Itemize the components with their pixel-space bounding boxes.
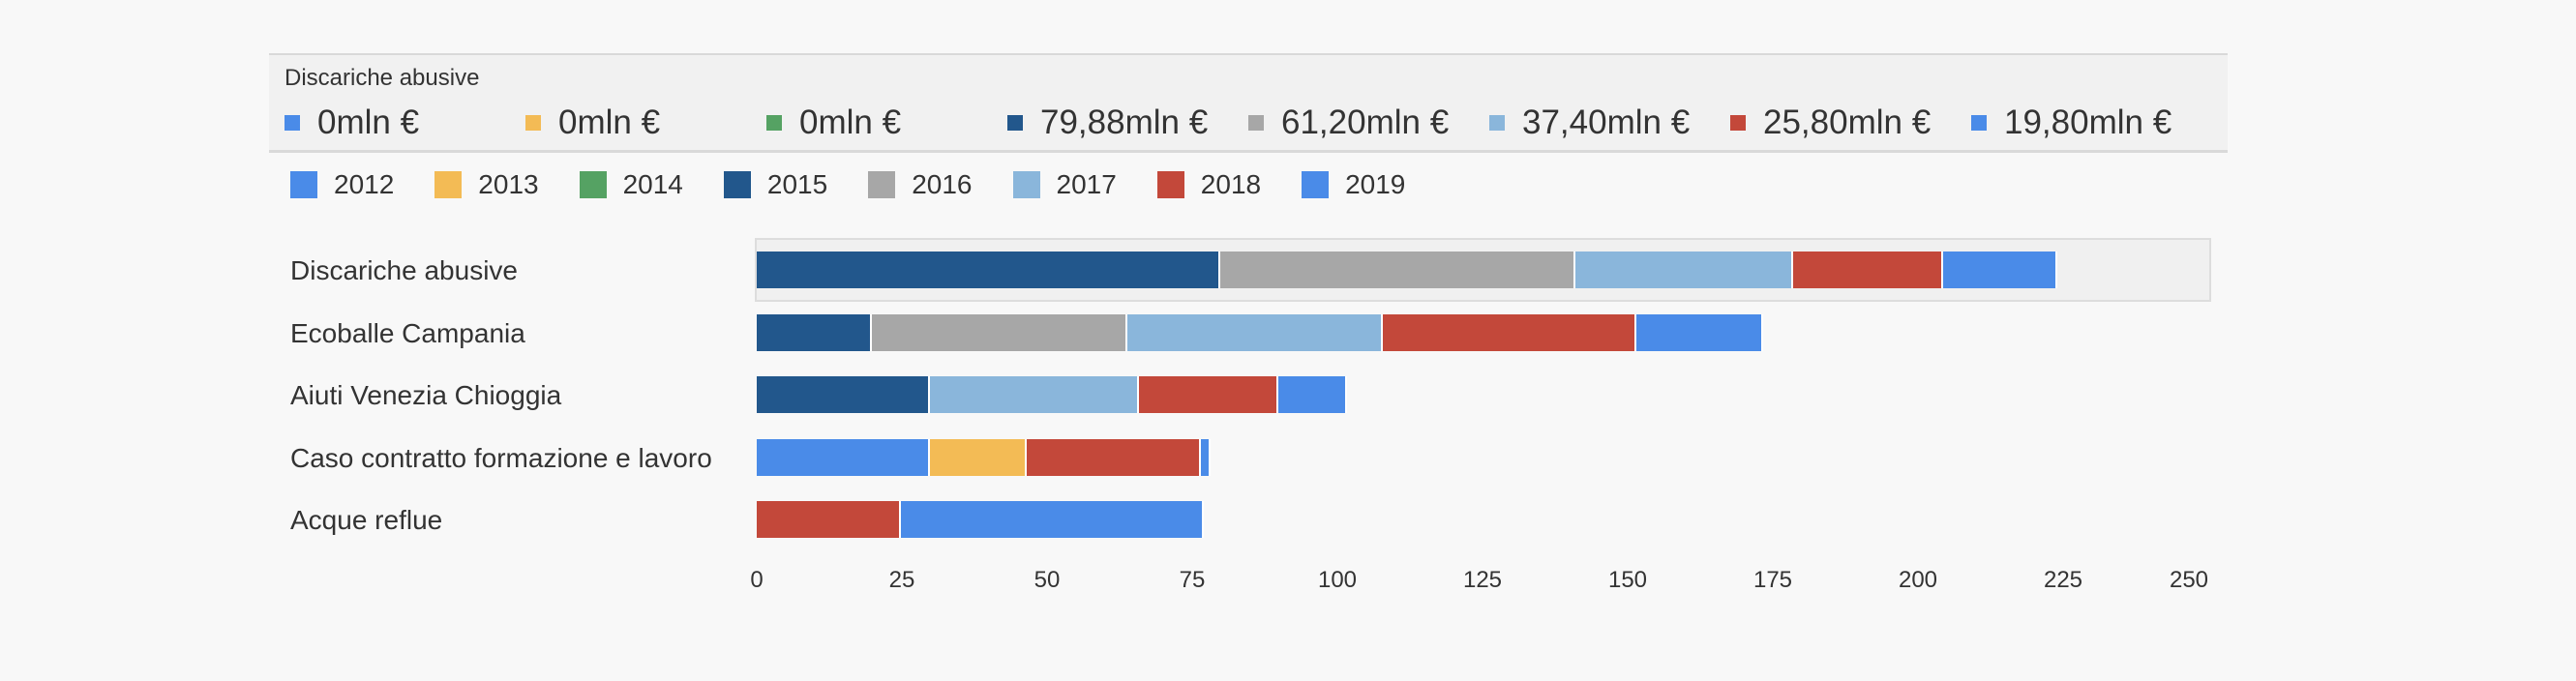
legend-swatch [723,171,751,198]
legend-swatch [434,171,463,198]
tooltip-value-text: 37,40mln € [1522,104,1691,141]
x-tick-label: 225 [2043,567,2083,593]
legend-label: 2012 [334,169,395,199]
bar-segment-2017[interactable] [1126,313,1383,351]
tooltip-value-text: 25,80mln € [1763,104,1932,141]
bar-segment-2019[interactable] [900,501,1204,538]
bar-segment-2012[interactable] [757,438,930,476]
tooltip-value-text: 79,88mln € [1040,104,1209,141]
legend-label: 2015 [766,169,828,199]
x-tick-label: 125 [1462,567,1503,593]
x-tick-label: 175 [1752,567,1793,593]
legend-swatch [1156,171,1184,198]
legend-item-2015[interactable]: 2015 [723,169,828,199]
bar-segment-2019[interactable] [1201,438,1211,476]
tooltip-swatch [285,115,300,131]
tooltip-value-2013: 0mln € [525,102,660,144]
bar-segment-2018[interactable] [1138,376,1278,413]
bar-segment-2013[interactable] [929,438,1027,476]
bar-segment-2018[interactable] [1027,438,1201,476]
x-tick-label: 150 [1607,567,1648,593]
tooltip-value-2016: 61,20mln € [1248,102,1449,144]
legend-swatch [868,171,896,198]
bar-segment-2019[interactable] [1942,252,2058,288]
tooltip-value-2014: 0mln € [766,102,901,144]
chart-legend: 2012 2013 2014 2015 2016 2017 2018 2019 [290,169,1645,199]
bar-segment-2015[interactable] [757,376,930,413]
tooltip-value-2012: 0mln € [285,102,419,144]
tooltip-value-text: 19,80mln € [2004,104,2172,141]
legend-item-2013[interactable]: 2013 [434,169,539,199]
legend-label: 2016 [912,169,973,199]
legend-item-2016[interactable]: 2016 [868,169,973,199]
legend-label: 2013 [478,169,539,199]
tooltip-panel: Discariche abusive 0mln € 0mln € 0mln € 79,… [269,53,2228,153]
tooltip-value-2018: 25,80mln € [1730,102,1931,144]
legend-label: 2014 [622,169,683,199]
category-label: Ecoballe Campania [290,317,525,348]
tooltip-value-2015: 79,88mln € [1007,102,1208,144]
tooltip-swatch [1248,115,1264,131]
bar-segment-2018[interactable] [1382,313,1636,351]
tooltip-value-2017: 37,40mln € [1489,102,1690,144]
legend-label: 2018 [1200,169,1262,199]
tooltip-swatch [1489,115,1505,131]
x-tick-label: 200 [1898,567,1938,593]
bar-segment-2016[interactable] [1220,252,1576,288]
tooltip-swatch [525,115,541,131]
bar-segment-2017[interactable] [929,376,1139,413]
bar-segment-2018[interactable] [1792,252,1943,288]
bar-segment-2019[interactable] [1636,313,1763,351]
tooltip-swatch [1730,115,1746,131]
tooltip-swatch [766,115,782,131]
x-tick-label: 100 [1317,567,1358,593]
legend-item-2019[interactable]: 2019 [1302,169,1406,199]
tooltip-swatch [1971,115,1987,131]
legend-item-2018[interactable]: 2018 [1156,169,1262,199]
tooltip-title: Discariche abusive [285,65,480,91]
x-tick-label: 0 [750,567,764,593]
tooltip-value-text: 0mln € [799,104,902,141]
x-tick-label: 25 [888,567,915,593]
tooltip-value-text: 0mln € [558,104,661,141]
category-label: Aiuti Venezia Chioggia [290,380,562,410]
legend-item-2014[interactable]: 2014 [579,169,683,199]
x-tick-label: 250 [2169,567,2209,593]
legend-label: 2017 [1056,169,1117,199]
legend-swatch [1302,171,1330,198]
bar-segment-2019[interactable] [1277,376,1347,413]
tooltip-value-2019: 19,80mln € [1971,102,2172,144]
legend-item-2012[interactable]: 2012 [290,169,395,199]
category-label: Caso contratto formazione e lavoro [290,442,712,473]
legend-swatch [290,171,317,198]
legend-item-2017[interactable]: 2017 [1012,169,1117,199]
legend-swatch [1012,171,1040,198]
category-label: Discariche abusive [290,255,518,285]
bar-segment-2015[interactable] [757,252,1221,288]
bar-segment-2016[interactable] [871,313,1127,351]
bar-segment-2017[interactable] [1575,252,1793,288]
x-tick-label: 50 [1033,567,1061,593]
x-tick-label: 75 [1179,567,1206,593]
tooltip-value-text: 0mln € [317,104,420,141]
tooltip-values: 0mln € 0mln € 0mln € 79,88mln € 61,20mln € 37… [285,102,2220,144]
legend-swatch [579,171,607,198]
legend-label: 2019 [1345,169,1406,199]
bar-segment-2015[interactable] [757,313,872,351]
bar-segment-2018[interactable] [757,501,901,538]
category-label: Acque reflue [290,505,443,535]
tooltip-value-text: 61,20mln € [1281,104,1450,141]
tooltip-swatch [1007,115,1023,131]
